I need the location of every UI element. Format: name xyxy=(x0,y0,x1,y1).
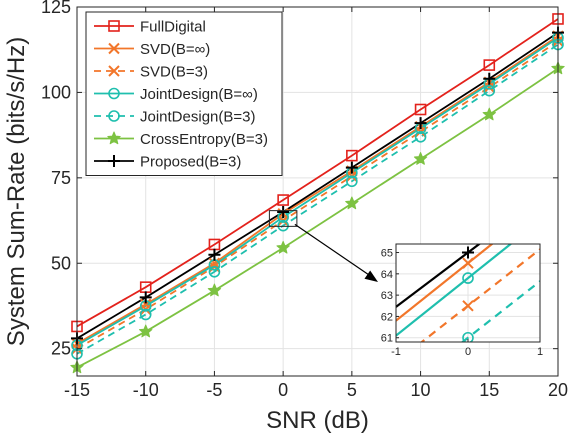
series-line-jointdesign-b-inf xyxy=(76,37,559,347)
point-fulldigital xyxy=(483,59,496,71)
x-tick-label: -15 xyxy=(64,380,90,400)
x-tick-label: 0 xyxy=(278,380,288,400)
legend-label-crossentropy-b-3: CrossEntropy(B=3) xyxy=(140,131,268,148)
legend-marker-svd-b-3 xyxy=(108,65,120,77)
series-line-crossentropy-b-3 xyxy=(76,67,559,369)
point-crossentropy-b-3 xyxy=(276,240,290,254)
legend-marker-jointdesign-b-inf xyxy=(108,87,120,100)
x-tick-label: 20 xyxy=(548,380,568,400)
point-jointdesign-b-3 xyxy=(139,308,152,321)
legend-label-proposed-b-3: Proposed(B=3) xyxy=(140,154,241,171)
main-series-markers xyxy=(70,13,565,374)
plot-frame xyxy=(76,6,559,377)
inset-line-jointdesign-b-inf xyxy=(396,244,513,337)
y-tick-label: 25 xyxy=(51,339,71,359)
inset-y-tick-label: 61 xyxy=(381,333,393,345)
point-fulldigital xyxy=(277,194,289,206)
inset-line-jointdesign-b-3 xyxy=(460,280,540,342)
y-tick-label: 125 xyxy=(41,0,71,17)
point-svd-b-inf xyxy=(140,298,152,310)
point-proposed-b-3 xyxy=(483,72,496,85)
point-jointdesign-b-3 xyxy=(277,219,289,232)
zoom-inset: -1 0 1 61 62 63 64 65 xyxy=(381,243,543,358)
legend-marker-fulldigital xyxy=(108,20,120,32)
series-line-fulldigital xyxy=(76,18,559,328)
series-line-proposed-b-3 xyxy=(76,31,559,340)
point-proposed-b-3 xyxy=(139,291,152,304)
point-crossentropy-b-3 xyxy=(482,107,496,121)
point-proposed-b-3 xyxy=(277,206,290,218)
main-series-lines xyxy=(76,18,559,369)
point-svd-b-3 xyxy=(483,81,495,93)
point-crossentropy-b-3 xyxy=(207,283,222,297)
zoom-arrowhead xyxy=(364,270,378,282)
point-fulldigital xyxy=(346,149,358,162)
x-axis-label: SNR (dB) xyxy=(266,407,369,434)
inset-point-svd-b-inf xyxy=(462,257,474,269)
inset-x-tick-label: 1 xyxy=(537,346,543,358)
point-proposed-b-3 xyxy=(345,161,358,174)
inset-y-tick-label: 65 xyxy=(381,248,393,260)
point-jointdesign-b-3 xyxy=(414,131,427,143)
legend-marker-jointdesign-b-3 xyxy=(108,110,120,122)
zoom-arrow xyxy=(294,223,373,278)
x-tick-label: 15 xyxy=(479,380,499,400)
x-tick-label: -10 xyxy=(133,380,159,400)
legend-label-jointdesign-b-inf: JointDesign(B=∞) xyxy=(140,86,258,103)
legend-label-jointdesign-b-3: JointDesign(B=3) xyxy=(140,109,255,126)
inset-series xyxy=(396,244,540,342)
point-jointdesign-b-3 xyxy=(346,175,358,188)
series-line-svd-b-3 xyxy=(76,40,559,350)
inset-y-tick-label: 63 xyxy=(381,290,393,302)
legend-label-svd-b-inf: SVD(B=∞) xyxy=(140,41,210,58)
point-crossentropy-b-3 xyxy=(139,324,153,338)
inset-x-tick-label: 0 xyxy=(465,346,471,358)
y-tick-label: 50 xyxy=(51,253,71,273)
legend-marker-svd-b-inf xyxy=(108,42,120,55)
series-line-svd-b-inf xyxy=(76,35,559,345)
zoom-region-box xyxy=(268,210,298,227)
legend-label-fulldigital: FullDigital xyxy=(140,19,206,36)
y-tick-label: 100 xyxy=(41,82,71,102)
inset-point-jointdesign-b-inf xyxy=(462,272,474,284)
inset-point-proposed-b-3 xyxy=(462,246,474,259)
x-tick-label: -5 xyxy=(206,380,222,400)
point-jointdesign-b-3 xyxy=(208,265,221,278)
legend: FullDigital SVD(B=∞) SVD(B=3) JointDesign(B… xyxy=(85,11,283,176)
point-fulldigital xyxy=(414,103,427,116)
x-tick-label: 5 xyxy=(347,380,357,400)
point-crossentropy-b-3 xyxy=(413,152,428,165)
point-proposed-b-3 xyxy=(208,248,221,261)
inset-y-tick-label: 62 xyxy=(381,311,393,323)
point-crossentropy-b-3 xyxy=(345,196,359,210)
inset-x-tick-label: -1 xyxy=(391,346,401,358)
inset-y-tick-label: 64 xyxy=(381,269,393,281)
point-svd-b-inf xyxy=(208,257,221,269)
x-tick-label: 10 xyxy=(411,380,431,400)
legend-marker-crossentropy-b-3 xyxy=(107,131,121,145)
inset-point-jointdesign-b-3 xyxy=(462,331,474,342)
legend-marker-proposed-b-3 xyxy=(108,155,120,167)
legend-label-svd-b-3: SVD(B=3) xyxy=(140,64,208,81)
inset-point-svd-b-3 xyxy=(462,300,474,312)
y-axis-label: System Sum-Rate (bits/s/Hz) xyxy=(3,37,30,346)
point-jointdesign-b-3 xyxy=(483,84,496,97)
y-tick-label: 75 xyxy=(51,168,71,188)
point-proposed-b-3 xyxy=(414,117,427,130)
